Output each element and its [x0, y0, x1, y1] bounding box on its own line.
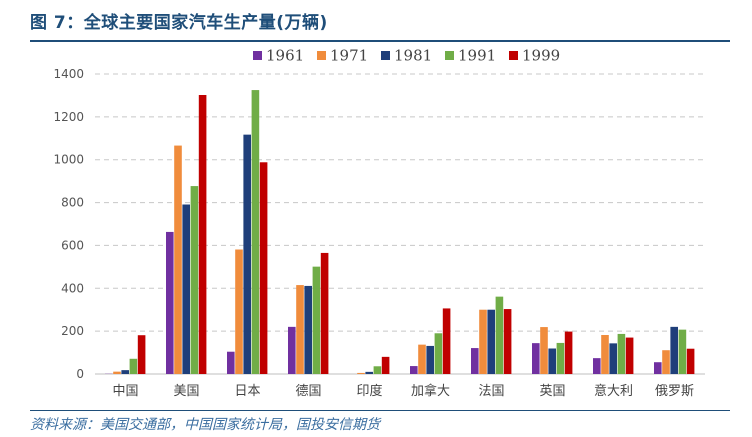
bar-1999-英国 [564, 331, 573, 374]
bar-1971-日本 [235, 249, 243, 374]
bar-1971-中国 [113, 371, 121, 374]
x-tick-label: 法国 [478, 384, 504, 399]
bar-1961-美国 [166, 231, 174, 374]
bar-1991-俄罗斯 [678, 329, 687, 374]
bar-1999-俄罗斯 [686, 348, 695, 374]
bar-1961-俄罗斯 [654, 362, 662, 374]
legend: 1961 1971 1981 1991 1999 [253, 47, 560, 65]
legend-swatch-1961 [253, 51, 262, 60]
legend-label-1971: 1971 [330, 47, 368, 65]
bar-1981-英国 [548, 348, 556, 374]
y-tick-label: 800 [61, 196, 84, 210]
bar-1981-俄罗斯 [670, 326, 678, 374]
bar-1999-法国 [503, 309, 512, 374]
bar-1971-意大利 [601, 335, 609, 374]
bar-1971-德国 [296, 285, 304, 374]
bar-1991-意大利 [617, 333, 626, 374]
bar-1999-印度 [381, 356, 390, 374]
x-tick-label: 俄罗斯 [655, 384, 694, 399]
bar-1991-美国 [190, 186, 199, 374]
x-tick-label: 加拿大 [411, 383, 450, 399]
figure-title: 图 7：全球主要国家汽车生产量(万辆) [30, 13, 328, 33]
x-tick-label: 英国 [539, 384, 565, 399]
bar-1981-美国 [182, 204, 190, 374]
x-tick-labels: 中国 美国 日本 德国 印度 加拿大 法国 英国 意大利 俄罗斯 [112, 383, 694, 399]
bar-1971-加拿大 [418, 344, 426, 374]
bar-1991-法国 [495, 296, 504, 374]
bar-1981-中国 [121, 370, 129, 374]
legend-label-1991: 1991 [458, 47, 496, 65]
title-rule [30, 40, 730, 42]
bar-1971-印度 [357, 372, 365, 374]
source-rule [30, 410, 730, 411]
bar-1991-德国 [312, 266, 321, 374]
bar-1981-印度 [365, 371, 373, 374]
bar-1971-美国 [174, 145, 182, 374]
y-tick-label: 0 [76, 367, 84, 381]
bars [105, 90, 695, 375]
y-tick-label: 600 [61, 238, 84, 252]
legend-swatch-1981 [381, 51, 390, 60]
legend-swatch-1999 [509, 51, 518, 60]
legend-label-1999: 1999 [522, 47, 560, 65]
bar-1991-英国 [556, 342, 565, 374]
bar-1981-法国 [487, 309, 495, 374]
bar-1999-中国 [137, 335, 146, 374]
bar-1981-日本 [243, 134, 251, 374]
bar-1991-中国 [129, 358, 138, 374]
bar-1999-日本 [259, 162, 268, 374]
bar-1971-俄罗斯 [662, 350, 670, 374]
bar-1961-日本 [227, 351, 235, 374]
x-tick-label: 日本 [234, 384, 260, 399]
y-tick-label: 1400 [53, 67, 84, 81]
x-tick-label: 美国 [173, 384, 199, 399]
bar-1991-印度 [373, 366, 382, 374]
x-tick-label: 德国 [295, 384, 321, 399]
bar-1999-加拿大 [442, 308, 451, 374]
bar-1961-英国 [532, 343, 540, 374]
legend-label-1981: 1981 [394, 47, 432, 65]
legend-swatch-1991 [445, 51, 454, 60]
bar-1971-英国 [540, 327, 548, 374]
legend-label-1961: 1961 [266, 47, 304, 65]
bar-1999-美国 [198, 95, 207, 374]
bar-1961-加拿大 [410, 366, 418, 374]
bar-1999-德国 [320, 252, 329, 374]
x-tick-label: 中国 [112, 384, 138, 399]
y-tick-label: 1200 [53, 110, 84, 124]
y-tick-labels: 0 200 400 600 800 1000 1200 1400 [53, 67, 84, 381]
x-tick-label: 意大利 [594, 383, 633, 399]
bar-1971-法国 [479, 309, 487, 374]
bar-1999-意大利 [625, 337, 634, 374]
bar-1981-加拿大 [426, 345, 434, 374]
y-tick-label: 1000 [53, 153, 84, 167]
bar-1961-德国 [288, 326, 296, 374]
bar-1991-日本 [251, 90, 260, 375]
legend-swatch-1971 [317, 51, 326, 60]
bar-1981-意大利 [609, 343, 617, 374]
bar-1961-意大利 [593, 358, 601, 374]
bar-1981-德国 [304, 285, 312, 374]
source-note: 资料来源：美国交通部，中国国家统计局，国投安信期货 [30, 417, 380, 433]
bar-1961-法国 [471, 348, 479, 374]
bar-1991-加拿大 [434, 333, 443, 374]
x-tick-label: 印度 [356, 383, 382, 399]
y-tick-label: 200 [61, 324, 84, 338]
y-tick-label: 400 [61, 281, 84, 295]
